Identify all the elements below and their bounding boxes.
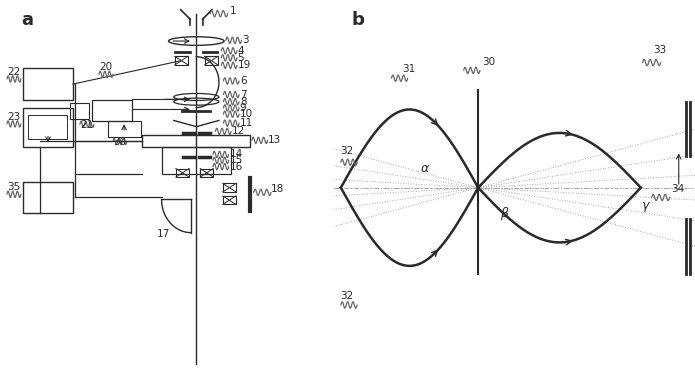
Bar bbox=[22, 108, 73, 147]
Bar bbox=[28, 115, 67, 139]
Text: 18: 18 bbox=[271, 185, 284, 194]
Bar bbox=[222, 196, 236, 204]
Text: 10: 10 bbox=[240, 109, 253, 119]
Text: 22: 22 bbox=[7, 67, 20, 77]
Text: 31: 31 bbox=[402, 65, 416, 74]
Bar bbox=[108, 121, 140, 137]
Text: 4: 4 bbox=[237, 46, 244, 56]
Text: 16: 16 bbox=[229, 161, 243, 172]
Text: 17: 17 bbox=[156, 229, 170, 239]
Text: 12: 12 bbox=[231, 126, 245, 136]
Bar bbox=[200, 169, 213, 177]
Text: $\beta$: $\beta$ bbox=[500, 205, 509, 222]
Text: 1: 1 bbox=[229, 6, 236, 16]
Text: a: a bbox=[21, 11, 33, 29]
Bar bbox=[161, 147, 231, 174]
Text: 14: 14 bbox=[229, 149, 243, 160]
Bar bbox=[70, 103, 89, 119]
Text: 32: 32 bbox=[340, 291, 353, 301]
Bar bbox=[22, 182, 73, 213]
Bar bbox=[142, 135, 250, 147]
Text: 15: 15 bbox=[229, 155, 243, 165]
Text: 19: 19 bbox=[237, 60, 251, 70]
Text: 23: 23 bbox=[7, 112, 20, 122]
Text: b: b bbox=[352, 11, 365, 29]
Text: 35: 35 bbox=[7, 183, 20, 192]
Text: 13: 13 bbox=[268, 135, 281, 145]
Text: 5: 5 bbox=[237, 53, 244, 63]
Text: 11: 11 bbox=[240, 118, 253, 128]
Text: 20: 20 bbox=[99, 63, 112, 72]
Text: 34: 34 bbox=[671, 185, 685, 194]
Bar bbox=[174, 56, 188, 65]
Text: 3: 3 bbox=[242, 35, 249, 45]
Text: 30: 30 bbox=[113, 138, 126, 147]
Text: 30: 30 bbox=[482, 57, 495, 66]
Text: 8: 8 bbox=[240, 97, 247, 107]
Text: 32: 32 bbox=[340, 147, 353, 156]
Text: 33: 33 bbox=[653, 45, 667, 55]
Text: $\alpha$: $\alpha$ bbox=[420, 162, 430, 175]
Text: 21: 21 bbox=[80, 120, 93, 130]
Text: 7: 7 bbox=[240, 90, 247, 100]
Bar bbox=[92, 100, 132, 121]
Bar bbox=[204, 56, 218, 65]
Text: 6: 6 bbox=[240, 76, 247, 86]
Text: 9: 9 bbox=[240, 103, 247, 113]
Bar bbox=[222, 183, 236, 192]
Bar bbox=[176, 169, 189, 177]
Text: $\gamma$: $\gamma$ bbox=[641, 200, 651, 214]
Bar bbox=[22, 68, 73, 100]
